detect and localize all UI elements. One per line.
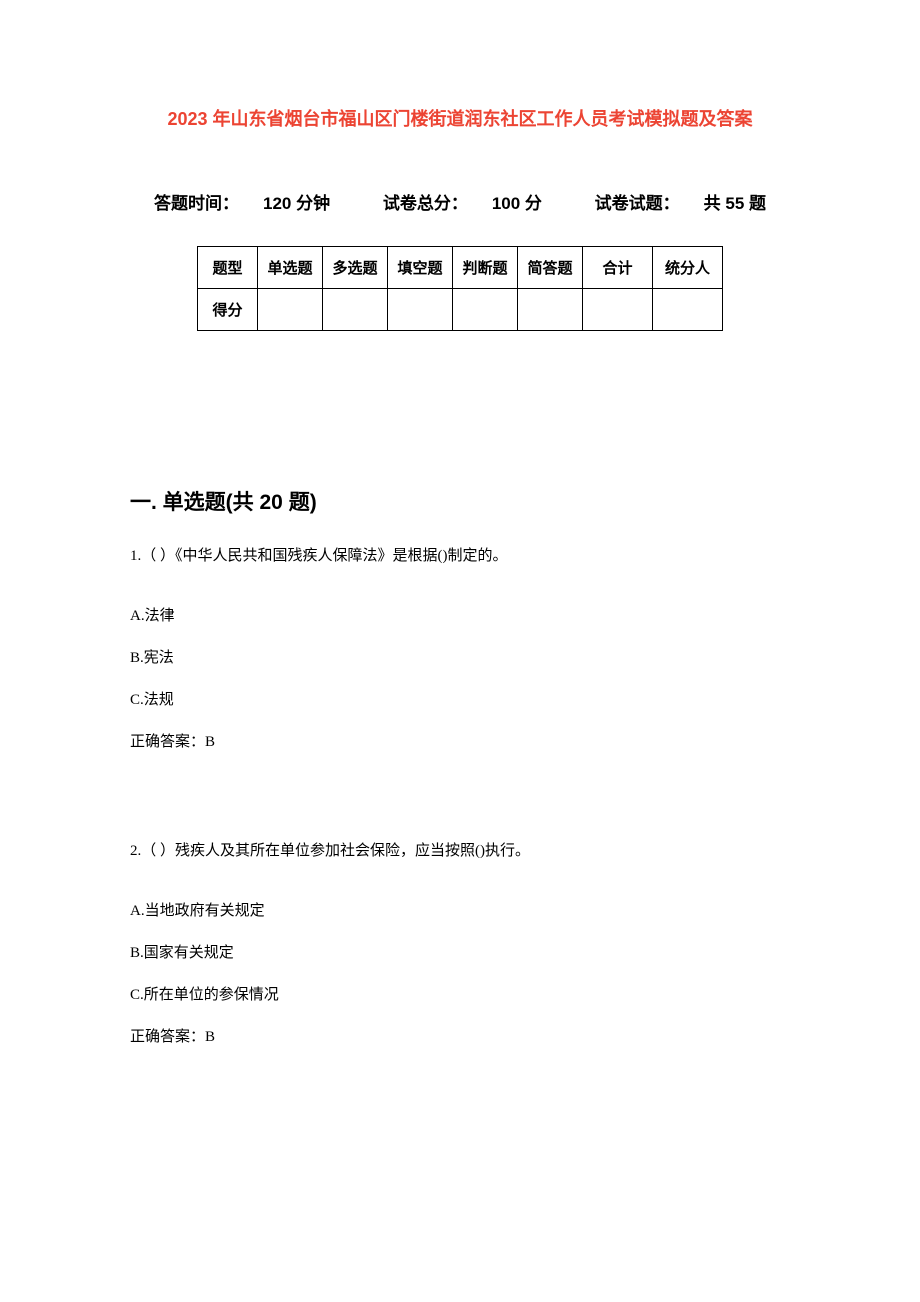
time-value: 120 分钟 (263, 194, 330, 213)
option: A.法律 (130, 604, 790, 628)
header-label: 题型 (198, 247, 258, 289)
header-col: 填空题 (388, 247, 453, 289)
time-label: 答题时间： (154, 194, 239, 213)
option: B.国家有关规定 (130, 941, 790, 965)
header-col: 合计 (583, 247, 653, 289)
score-table: 题型 单选题 多选题 填空题 判断题 简答题 合计 统分人 得分 (197, 246, 723, 331)
table-score-row: 得分 (198, 289, 723, 331)
answer: 正确答案：B (130, 730, 790, 754)
score-cell (323, 289, 388, 331)
score-cell (518, 289, 583, 331)
table-header-row: 题型 单选题 多选题 填空题 判断题 简答题 合计 统分人 (198, 247, 723, 289)
header-col: 统分人 (653, 247, 723, 289)
score-cell (388, 289, 453, 331)
total-label: 试卷总分： (383, 194, 468, 213)
exam-total: 试卷总分： 100 分 (371, 194, 554, 213)
option: A.当地政府有关规定 (130, 899, 790, 923)
answer: 正确答案：B (130, 1025, 790, 1049)
question-text: 2.（ ）残疾人及其所在单位参加社会保险，应当按照()执行。 (130, 839, 790, 863)
header-col: 简答题 (518, 247, 583, 289)
option: C.法规 (130, 688, 790, 712)
header-col: 单选题 (258, 247, 323, 289)
option: B.宪法 (130, 646, 790, 670)
score-cell (653, 289, 723, 331)
document-title: 2023 年山东省烟台市福山区门楼街道润东社区工作人员考试模拟题及答案 (130, 105, 790, 131)
question-text: 1.（ ）《中华人民共和国残疾人保障法》是根据()制定的。 (130, 544, 790, 568)
score-cell (258, 289, 323, 331)
count-value: 共 55 题 (704, 194, 766, 213)
exam-info: 答题时间： 120 分钟 试卷总分： 100 分 试卷试题： 共 55 题 (130, 189, 790, 214)
score-cell (583, 289, 653, 331)
exam-count: 试卷试题： 共 55 题 (583, 194, 778, 213)
header-col: 多选题 (323, 247, 388, 289)
option: C.所在单位的参保情况 (130, 983, 790, 1007)
total-value: 100 分 (492, 194, 542, 213)
section-title: 一. 单选题(共 20 题) (130, 486, 790, 516)
header-col: 判断题 (453, 247, 518, 289)
exam-time: 答题时间： 120 分钟 (142, 194, 342, 213)
score-label: 得分 (198, 289, 258, 331)
count-label: 试卷试题： (595, 194, 680, 213)
score-cell (453, 289, 518, 331)
